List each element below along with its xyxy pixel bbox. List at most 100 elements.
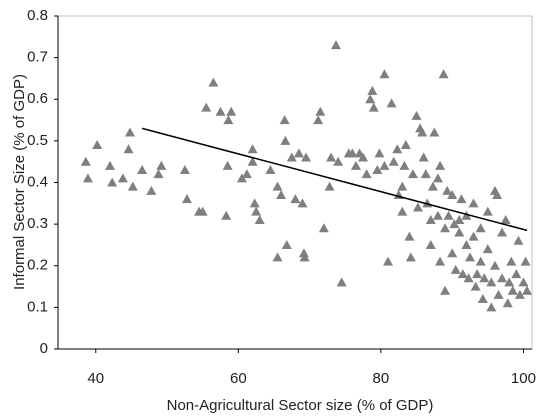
data-point (386, 98, 397, 108)
data-point (281, 239, 292, 249)
data-point (470, 281, 481, 291)
data-point (507, 285, 518, 295)
data-point (497, 273, 508, 283)
data-point (506, 256, 517, 266)
data-point (463, 273, 474, 283)
data-point (427, 181, 438, 191)
data-point (293, 148, 304, 158)
data-point (201, 102, 212, 112)
data-point (502, 298, 513, 308)
data-point (276, 189, 287, 199)
data-point (137, 165, 148, 175)
data-point (522, 285, 533, 295)
data-point (372, 165, 383, 175)
data-point (482, 244, 493, 254)
data-point (432, 173, 443, 183)
data-point (156, 160, 167, 170)
data-point (179, 165, 190, 175)
data-point (454, 214, 465, 224)
y-tick-label: 0.1 (27, 298, 48, 315)
data-point (92, 140, 103, 150)
data-point (247, 156, 258, 166)
data-point (313, 115, 324, 125)
y-tick-label: 0.3 (27, 215, 48, 232)
data-point (315, 106, 326, 116)
data-point (513, 235, 524, 245)
data-point (397, 206, 408, 216)
x-tick-label: 80 (373, 370, 390, 387)
data-point (336, 277, 347, 287)
data-point (223, 115, 234, 125)
data-point (222, 160, 233, 170)
y-axis-label: Informal Sector Size (% of GDP) (11, 74, 28, 290)
data-point (425, 214, 436, 224)
data-point (461, 239, 472, 249)
data-point (461, 210, 472, 220)
data-point (215, 106, 226, 116)
data-point (417, 127, 428, 137)
data-point (475, 256, 486, 266)
data-point (265, 165, 276, 175)
trendline (141, 127, 528, 232)
y-tick-label: 0.7 (27, 49, 48, 66)
data-point (450, 264, 461, 274)
data-point (272, 181, 283, 191)
data-point (301, 152, 312, 162)
data-point (420, 169, 431, 179)
x-axis-label: Non-Agricultural Sector size (% of GDP) (167, 397, 434, 414)
data-point (443, 210, 454, 220)
data-point (435, 160, 446, 170)
plot-frame (57, 15, 533, 350)
data-point (117, 173, 128, 183)
y-tick-label: 0.4 (27, 173, 48, 190)
data-point (361, 169, 372, 179)
data-point (299, 252, 310, 262)
data-point (333, 156, 344, 166)
data-point (347, 148, 358, 158)
x-tick-label: 40 (87, 370, 104, 387)
data-point (504, 277, 515, 287)
data-point (397, 181, 408, 191)
data-point (511, 269, 522, 279)
data-point (208, 77, 219, 87)
data-point (412, 202, 423, 212)
data-point (404, 231, 415, 241)
data-point (367, 85, 378, 95)
data-point (464, 252, 475, 262)
data-point (365, 94, 376, 104)
data-point (124, 127, 135, 137)
y-tick-label: 0.5 (27, 132, 48, 149)
data-point (447, 189, 458, 199)
data-point (325, 152, 336, 162)
y-tick-label: 0.2 (27, 257, 48, 274)
data-point (298, 248, 309, 258)
data-point (449, 219, 460, 229)
data-point (425, 239, 436, 249)
data-point (279, 115, 290, 125)
data-point (486, 277, 497, 287)
y-tick-label: 0.8 (27, 7, 48, 24)
data-point (477, 294, 488, 304)
data-point (249, 198, 260, 208)
data-point (400, 140, 411, 150)
data-point (468, 198, 479, 208)
data-point (520, 256, 531, 266)
data-point (286, 152, 297, 162)
data-point (486, 302, 497, 312)
data-point (182, 194, 193, 204)
data-point (280, 135, 291, 145)
data-point (440, 223, 451, 233)
data-point (440, 285, 451, 295)
data-point (153, 169, 164, 179)
data-point (392, 144, 403, 154)
data-point (330, 40, 341, 50)
x-tick-label: 100 (511, 370, 536, 387)
data-point (374, 148, 385, 158)
data-point (290, 194, 301, 204)
data-point (379, 69, 390, 79)
data-point (236, 173, 247, 183)
data-point (324, 181, 335, 191)
data-point (318, 223, 329, 233)
data-point (127, 181, 138, 191)
data-point (241, 169, 252, 179)
